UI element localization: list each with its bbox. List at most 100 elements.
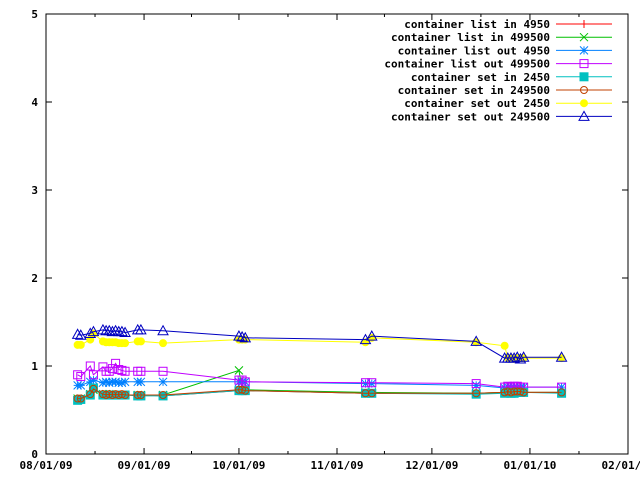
series-8	[71, 323, 568, 364]
series-line	[77, 369, 562, 400]
data-point	[508, 352, 520, 363]
series-line	[77, 362, 562, 388]
data-point	[76, 340, 85, 349]
data-point	[108, 391, 117, 400]
data-point	[84, 327, 97, 338]
data-point	[555, 351, 568, 362]
data-point	[136, 366, 146, 376]
y-tick-label: 0	[31, 448, 38, 461]
legend-entry: container set in 249500	[398, 84, 612, 97]
y-tick-label: 1	[31, 360, 38, 373]
data-point	[470, 335, 483, 346]
data-point	[510, 387, 519, 396]
series-7	[73, 329, 566, 363]
data-point	[107, 364, 117, 374]
series-2	[73, 366, 566, 403]
legend-entry: container set in 2450	[411, 71, 612, 84]
data-point	[240, 377, 250, 387]
data-point	[519, 388, 528, 397]
data-point	[121, 391, 130, 400]
data-point	[514, 352, 527, 364]
data-point	[472, 389, 481, 398]
data-point	[111, 377, 120, 387]
data-point	[111, 390, 120, 399]
data-point	[76, 372, 86, 382]
data-point	[116, 325, 128, 337]
data-point	[361, 389, 370, 398]
legend-marker	[579, 32, 589, 42]
data-point	[159, 339, 168, 348]
data-point	[500, 388, 509, 397]
data-point	[503, 387, 512, 396]
series-line	[77, 387, 562, 401]
data-point	[236, 330, 248, 342]
data-point	[238, 385, 247, 394]
data-point	[73, 394, 82, 403]
legend-entry: container list out 499500	[384, 58, 612, 71]
y-tick-label: 4	[31, 96, 38, 109]
data-point	[89, 384, 98, 393]
data-point	[119, 326, 131, 338]
legend-marker	[579, 59, 589, 69]
data-point	[237, 375, 247, 385]
series-3	[73, 375, 566, 393]
series-line	[77, 379, 562, 389]
data-point	[241, 386, 250, 395]
data-point	[106, 325, 119, 337]
data-point	[76, 394, 85, 403]
data-point	[359, 333, 372, 345]
legend-marker	[578, 110, 590, 121]
data-point	[471, 381, 481, 390]
legend-marker	[580, 99, 588, 108]
data-point	[120, 366, 130, 376]
data-point	[516, 387, 525, 396]
x-tick-label: 12/01/09	[405, 459, 458, 472]
data-point	[120, 377, 130, 387]
series-6	[73, 384, 566, 403]
legend-label: container list in 499500	[391, 31, 550, 44]
legend-marker	[580, 86, 588, 94]
y-tick-label: 3	[31, 184, 38, 197]
data-point	[158, 366, 168, 376]
data-point	[74, 329, 87, 340]
data-point	[135, 323, 147, 335]
data-point	[239, 331, 252, 343]
data-point	[109, 324, 122, 336]
data-point	[73, 370, 83, 380]
data-point	[517, 351, 530, 362]
data-point	[117, 390, 126, 399]
legend-entry: container list in 499500	[391, 31, 612, 44]
legend-label: container set in 2450	[411, 71, 550, 84]
data-point	[114, 365, 124, 375]
data-point	[513, 387, 522, 396]
data-point	[365, 330, 378, 341]
data-point	[159, 391, 168, 400]
data-point	[114, 391, 123, 400]
legend-marker	[579, 46, 589, 55]
series-layer	[71, 323, 568, 405]
legend-label: container list out 499500	[384, 58, 550, 71]
data-point	[506, 388, 515, 397]
data-point	[98, 378, 108, 388]
data-point	[117, 365, 127, 375]
data-point	[104, 378, 114, 388]
legend-entry: container list in 4950	[404, 18, 612, 31]
data-point	[136, 391, 145, 400]
data-point	[234, 385, 243, 394]
data-point	[87, 325, 100, 337]
data-point	[511, 351, 524, 362]
series-line	[77, 329, 562, 360]
data-point	[103, 324, 116, 336]
x-tick-label: 01/01/10	[503, 459, 556, 472]
x-tick-label: 11/01/09	[311, 459, 364, 472]
data-point	[104, 366, 114, 376]
y-tick-label: 5	[31, 8, 38, 21]
x-tick-label: 10/01/09	[212, 459, 265, 472]
series-line	[77, 388, 562, 400]
legend-entry: container set out 249500	[391, 110, 612, 123]
legend-marker	[579, 72, 589, 82]
data-point	[89, 375, 98, 385]
data-point	[367, 389, 376, 398]
